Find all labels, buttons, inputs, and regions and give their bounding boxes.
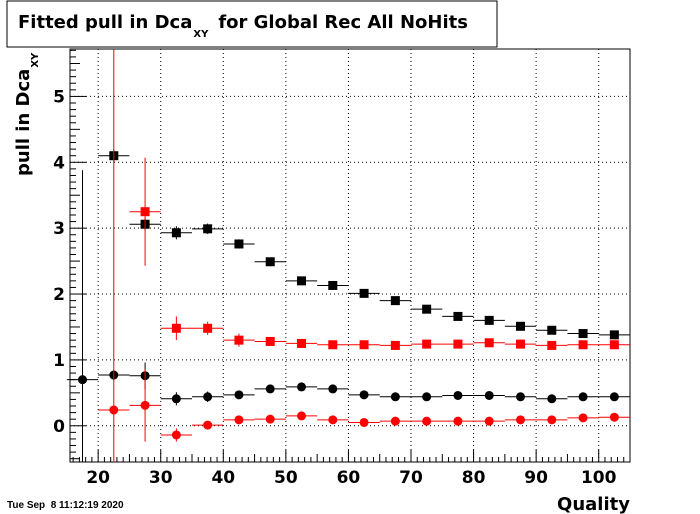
data-point [359, 390, 369, 400]
plot-frame [69, 48, 631, 463]
data-point [234, 335, 244, 345]
x-tick-label: 80 [462, 468, 486, 488]
data-point [203, 420, 213, 430]
data-point [516, 339, 526, 349]
data-point [578, 329, 588, 339]
title-box [6, 0, 498, 48]
data-point [390, 392, 400, 402]
data-marks [66, 49, 630, 462]
data-point [234, 390, 244, 400]
timestamp: Tue Sep 8 11:12:19 2020 [7, 500, 124, 511]
data-point [359, 340, 369, 350]
data-point [234, 239, 244, 249]
data-point [547, 325, 557, 335]
series-0 [98, 149, 630, 340]
data-point [78, 375, 88, 385]
data-point [265, 336, 275, 346]
data-point [422, 416, 432, 426]
title-subscript: XY [193, 29, 209, 40]
data-point [171, 394, 181, 404]
title-main: Fitted pull in Dca [18, 12, 192, 33]
x-tick-label: 90 [524, 468, 548, 488]
y-axis-label-main: pull in Dca [13, 69, 34, 176]
data-point [547, 340, 557, 350]
grid [70, 49, 630, 462]
y-tick-label: 1 [53, 351, 65, 371]
y-tick-label: 5 [53, 87, 65, 107]
data-point [609, 392, 619, 402]
y-tick-label: 3 [53, 219, 65, 239]
data-point [453, 311, 463, 321]
data-point [328, 415, 338, 425]
data-point [422, 339, 432, 349]
data-point [328, 384, 338, 394]
data-point [265, 257, 275, 267]
data-point [359, 288, 369, 298]
data-point [547, 415, 557, 425]
x-tick-label: 50 [274, 468, 298, 488]
data-point [390, 416, 400, 426]
data-point [516, 321, 526, 331]
data-point [171, 323, 181, 333]
data-point [171, 228, 181, 238]
data-point [234, 415, 244, 425]
data-point [297, 338, 307, 348]
data-point [140, 400, 150, 410]
data-point [516, 415, 526, 425]
y-axis-label: pull in DcaXY [13, 52, 41, 176]
data-point [516, 392, 526, 402]
data-point [484, 416, 494, 426]
y-axis-label-subscript: XY [30, 52, 41, 68]
data-point [297, 411, 307, 421]
data-point [297, 276, 307, 286]
data-point [422, 392, 432, 402]
data-point [140, 207, 150, 217]
x-tick-label: 70 [399, 468, 423, 488]
series-3 [98, 49, 630, 462]
y-tick-label: 0 [53, 417, 65, 437]
data-point [265, 384, 275, 394]
series-1 [129, 157, 630, 350]
data-point [484, 390, 494, 400]
x-tick-label: 60 [337, 468, 361, 488]
data-point [297, 382, 307, 392]
data-point [203, 224, 213, 234]
y-tick-label: 4 [53, 153, 65, 173]
series-2 [66, 170, 630, 462]
x-tick-label: 20 [86, 468, 110, 488]
data-point [203, 392, 213, 402]
data-point [484, 338, 494, 348]
data-point [453, 339, 463, 349]
data-point [578, 392, 588, 402]
data-point [203, 323, 213, 333]
title-rest: for Global Rec All NoHits [218, 12, 468, 33]
data-point [390, 340, 400, 350]
data-point [171, 430, 181, 440]
data-point [578, 413, 588, 423]
data-point [109, 405, 119, 415]
data-point [359, 417, 369, 427]
data-point [609, 330, 619, 340]
data-point [578, 340, 588, 350]
axes: 20 30 40 50 60 70 80 90 100 0 1 2 3 4 5 [53, 49, 631, 488]
y-tick-label: 2 [53, 285, 65, 305]
x-tick-label: 30 [149, 468, 173, 488]
x-tick-label: 40 [211, 468, 235, 488]
data-point [265, 414, 275, 424]
data-point [453, 390, 463, 400]
x-tick-label: 100 [581, 468, 617, 488]
data-point [484, 315, 494, 325]
data-point [453, 416, 463, 426]
data-point [609, 340, 619, 350]
data-point [328, 340, 338, 350]
data-point [547, 394, 557, 404]
chart-title: Fitted pull in DcaXY for Global Rec All N… [18, 12, 468, 40]
x-axis-label: Quality [557, 494, 630, 514]
data-point [609, 412, 619, 422]
data-point [390, 296, 400, 306]
data-point [422, 304, 432, 314]
data-point [328, 280, 338, 290]
